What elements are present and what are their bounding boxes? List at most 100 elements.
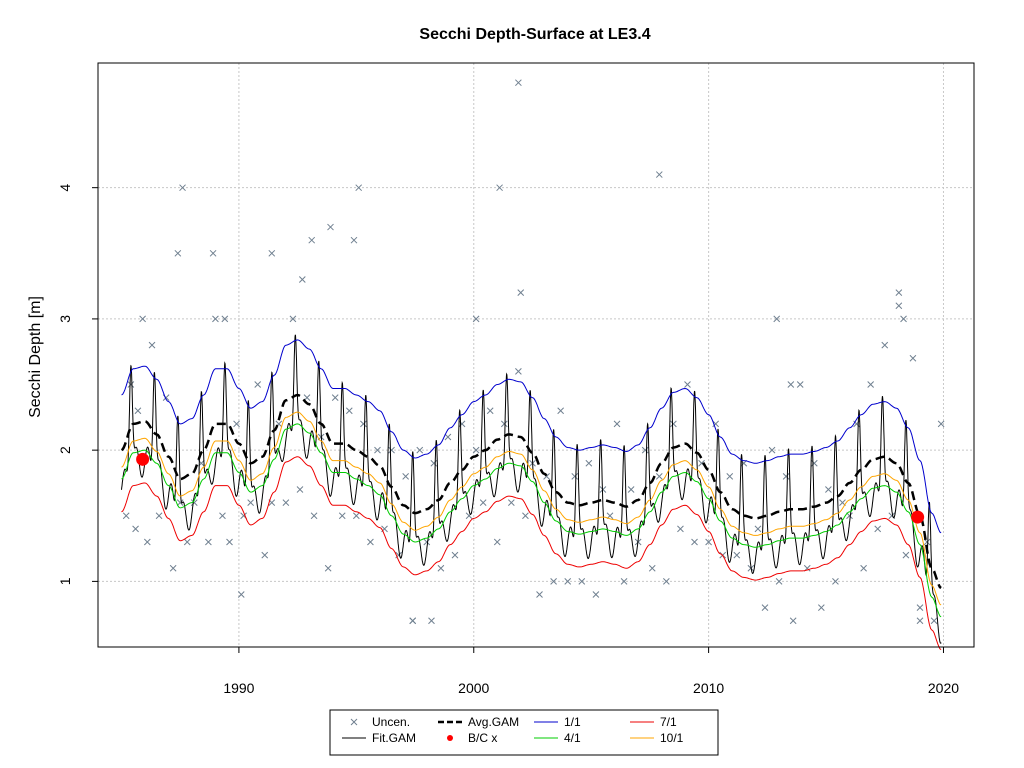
uncensored-point — [550, 578, 557, 585]
uncensored-point — [221, 315, 229, 323]
uncensored-point — [613, 420, 621, 428]
uncensored-point — [237, 591, 245, 598]
uncensored-point — [930, 617, 938, 625]
uncensored-point — [705, 538, 712, 546]
uncensored-point — [592, 591, 600, 598]
uncensored-point — [139, 315, 146, 323]
uncensored-point — [761, 604, 769, 611]
uncensored-point — [486, 407, 494, 415]
y-tick-label: 2 — [57, 446, 73, 454]
uncensored-point — [923, 538, 931, 546]
uncensored-point — [282, 499, 290, 506]
uncensored-point — [895, 302, 903, 310]
uncensored-point — [571, 473, 579, 480]
uncensored-point — [768, 446, 776, 454]
uncensored-point — [296, 486, 304, 493]
uncensored-point — [355, 184, 363, 192]
uncensored-point — [233, 420, 240, 428]
uncensored-point — [536, 591, 543, 598]
uncensored-point — [515, 368, 522, 375]
uncensored-point — [860, 564, 867, 572]
uncensored-point — [648, 564, 656, 572]
uncensored-point — [122, 512, 130, 520]
uncensored-point — [331, 394, 339, 402]
uncensored-point — [796, 381, 804, 388]
uncensored-point — [367, 538, 374, 546]
uncensored-point — [352, 512, 360, 520]
x-tick-label: 1990 — [223, 680, 254, 696]
uncensored-point — [190, 499, 198, 506]
bc-point — [911, 510, 925, 524]
uncensored-point — [437, 564, 445, 572]
uncensored-point — [585, 459, 593, 467]
uncensored-point — [148, 341, 156, 349]
uncensored-point — [902, 551, 910, 559]
uncensored-point — [817, 604, 825, 611]
legend-label: 1/1 — [564, 715, 581, 729]
scenario-line-7-1 — [121, 456, 942, 651]
uncensored-point — [169, 564, 177, 572]
legend-label: 10/1 — [660, 731, 684, 745]
uncensored-point — [388, 446, 395, 454]
uncensored-point — [775, 578, 783, 585]
uncensored-point — [458, 420, 466, 428]
uncensored-point — [620, 578, 628, 585]
uncensored-point — [641, 446, 649, 454]
uncensored-point — [327, 223, 334, 231]
uncensored-point — [226, 538, 233, 546]
legend-label: 4/1 — [564, 731, 581, 745]
uncensored-point — [493, 538, 501, 546]
uncensored-point — [655, 473, 663, 480]
uncensored-point — [132, 525, 139, 533]
uncensored-point — [268, 249, 276, 257]
uncensored-point — [374, 446, 381, 454]
uncensored-point — [825, 486, 832, 493]
x-tick-label: 2000 — [458, 680, 489, 696]
legend-item: 10/1 — [630, 731, 684, 745]
uncensored-point — [416, 446, 424, 454]
legend-item: 7/1 — [630, 715, 677, 729]
uncensored-point — [209, 249, 217, 257]
uncensored-point — [507, 499, 515, 506]
uncensored-point — [143, 538, 151, 546]
y-tick-label: 3 — [57, 315, 73, 323]
uncensored-point — [360, 420, 367, 428]
x-tick-label: 2010 — [693, 680, 724, 696]
uncensored-point — [212, 315, 219, 323]
uncensored-point — [627, 486, 635, 493]
uncensored-point — [310, 512, 318, 520]
uncensored-point — [179, 184, 186, 192]
uncensored-point — [670, 420, 677, 428]
uncensored-point — [515, 79, 522, 87]
uncensored-point — [298, 276, 306, 283]
uncensored-point — [881, 341, 889, 349]
uncensored-point — [789, 617, 797, 625]
avg-gam-line — [120, 393, 942, 589]
uncensored-point — [247, 499, 255, 506]
uncensored-point — [176, 499, 184, 506]
uncensored-point — [564, 578, 572, 585]
legend-item: B/C x — [447, 731, 497, 745]
uncensored-point — [324, 564, 332, 572]
x-tick-label: 2020 — [928, 680, 959, 696]
uncensored-point — [916, 604, 924, 611]
uncensored-point — [472, 446, 480, 454]
legend-label: 7/1 — [660, 715, 677, 729]
uncensored-point — [874, 525, 882, 533]
uncensored-point — [677, 525, 684, 533]
uncensored-point — [428, 617, 435, 625]
uncensored-point — [472, 315, 480, 323]
uncensored-point — [787, 381, 795, 388]
uncensored-point — [909, 354, 917, 362]
scenario-line-10-1 — [121, 411, 942, 606]
uncensored-point — [754, 525, 762, 533]
uncensored-point — [134, 407, 142, 415]
uncensored-point — [308, 236, 316, 244]
uncensored-point — [846, 512, 853, 520]
uncensored-point — [174, 249, 182, 257]
legend-item: Fit.GAM — [342, 731, 416, 745]
legend-label: Avg.GAM — [468, 715, 519, 729]
uncensored-point — [517, 289, 525, 297]
legend-item: 1/1 — [534, 715, 581, 729]
uncensored-point — [155, 512, 163, 520]
